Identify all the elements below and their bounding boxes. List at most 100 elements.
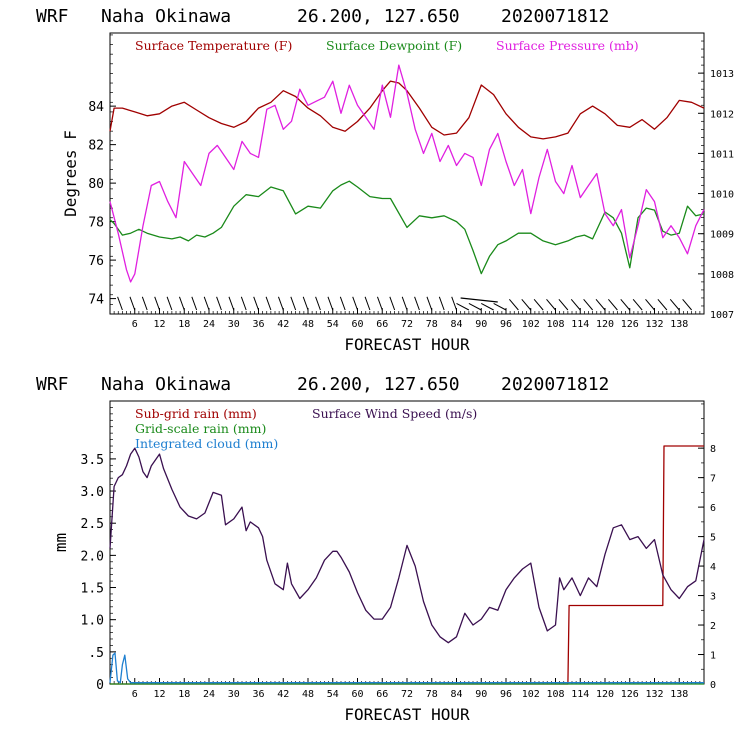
- header-location: Naha Okinawa: [101, 374, 231, 395]
- x-tick-label: 84: [450, 689, 462, 700]
- wind-barb: [508, 298, 519, 311]
- y-left-tick-label: .5: [88, 646, 104, 661]
- legend-entry: Sub-grid rain (mm): [135, 406, 257, 421]
- legend-entry: Surface Dewpoint (F): [326, 38, 462, 53]
- wind-barb: [558, 298, 569, 311]
- wind-barb: [493, 302, 507, 311]
- y-right-tick-label: 8: [710, 444, 716, 455]
- y-right-tick-label: 1008: [710, 270, 734, 281]
- wind-barb: [178, 296, 185, 311]
- wind-barb: [521, 298, 532, 311]
- wind-barb: [682, 298, 693, 311]
- x-tick-label: 120: [596, 689, 614, 700]
- wind-barb: [401, 296, 408, 311]
- y-right-tick-label: 1009: [710, 230, 734, 241]
- x-tick-label: 48: [302, 319, 314, 330]
- x-axis-label: FORECAST HOUR: [344, 335, 470, 354]
- wind-barb: [203, 296, 210, 311]
- x-tick-label: 54: [327, 689, 339, 700]
- y-right-tick-label: 6: [710, 503, 716, 514]
- x-tick-label: 18: [178, 689, 190, 700]
- x-tick-label: 18: [178, 319, 190, 330]
- header-coords: 26.200, 127.650: [297, 6, 460, 27]
- y-right-tick-label: 1013: [710, 69, 734, 80]
- wind-barb: [533, 298, 544, 311]
- x-tick-label: 108: [546, 689, 564, 700]
- y-left-tick-label: 78: [88, 216, 104, 231]
- x-tick-label: 30: [228, 319, 240, 330]
- x-tick-label: 72: [401, 689, 413, 700]
- legend-entry: Integrated cloud (mm): [135, 436, 278, 451]
- wind-barb: [657, 298, 668, 311]
- x-tick-label: 138: [670, 319, 688, 330]
- y-left-tick-label: 3.5: [81, 453, 104, 468]
- header-model: WRF: [36, 6, 69, 27]
- y-right-tick-label: 1011: [710, 149, 734, 160]
- y-left-tick-label: 1.0: [81, 614, 104, 629]
- series-line-surface-pressure-mb: [109, 64, 705, 283]
- y-left-tick-label: 76: [88, 254, 104, 269]
- x-tick-label: 54: [327, 319, 339, 330]
- y-right-tick-label: 7: [710, 474, 716, 485]
- legend-entry: Surface Wind Speed (m/s): [312, 406, 477, 421]
- plot-frame: [109, 32, 705, 315]
- header-init: 2020071812: [501, 374, 609, 395]
- chart-header: WRF Naha Okinawa 26.200, 127.650 2020071812: [36, 374, 609, 395]
- chart-header: WRF Naha Okinawa 26.200, 127.650 2020071812: [36, 6, 609, 27]
- wind-barb: [253, 296, 259, 311]
- x-tick-label: 132: [645, 319, 663, 330]
- x-tick-label: 42: [277, 319, 289, 330]
- x-tick-label: 120: [596, 319, 614, 330]
- x-tick-label: 60: [351, 319, 363, 330]
- wind-barb: [265, 296, 272, 311]
- x-tick-label: 78: [426, 319, 438, 330]
- temperature-pressure-chart: WRF Naha Okinawa 26.200, 127.650 2020071812…: [36, 6, 734, 354]
- wind-barb: [438, 296, 445, 311]
- wind-barb: [141, 296, 148, 311]
- x-tick-label: 66: [376, 319, 388, 330]
- x-tick-label: 72: [401, 319, 413, 330]
- wind-barb: [468, 302, 482, 311]
- wind-barb: [117, 296, 123, 311]
- wind-barb: [302, 296, 309, 311]
- legend-entry: Grid-scale rain (mm): [135, 421, 266, 436]
- x-tick-label: 96: [500, 319, 512, 330]
- legend-entry: Surface Pressure (mb): [496, 38, 639, 53]
- x-axis-label: FORECAST HOUR: [344, 705, 470, 724]
- wind-barb: [426, 296, 433, 311]
- series-line-integrated-cloud-mm: [109, 652, 704, 684]
- x-tick-label: 102: [522, 319, 540, 330]
- y-left-tick-label: 2.5: [81, 517, 104, 532]
- y-left-tick-label: 84: [88, 100, 104, 115]
- x-tick-label: 138: [670, 689, 688, 700]
- y-right-tick-label: 1012: [710, 109, 734, 120]
- wind-barb: [481, 302, 494, 311]
- y-right-tick-label: 1010: [710, 190, 734, 201]
- wind-barb: [352, 296, 358, 311]
- y-right-tick-label: 1: [710, 651, 716, 662]
- wind-barb: [129, 296, 136, 311]
- wind-barb: [191, 296, 198, 311]
- x-tick-label: 12: [153, 689, 165, 700]
- y-right-tick-label: 4: [710, 562, 716, 573]
- wind-barb: [290, 296, 297, 311]
- legend-entry: Surface Temperature (F): [135, 38, 292, 53]
- wind-barb: [632, 298, 643, 311]
- x-tick-label: 24: [203, 689, 215, 700]
- x-tick-label: 24: [203, 319, 215, 330]
- series-line-surface-dewpoint-f: [109, 180, 705, 275]
- wind-barb: [451, 296, 457, 311]
- x-tick-label: 114: [571, 319, 589, 330]
- wind-barb: [327, 296, 334, 311]
- x-tick-label: 6: [132, 689, 138, 700]
- wind-barb: [583, 298, 594, 311]
- y-right-tick-label: 0: [710, 680, 716, 691]
- wind-barbs: [117, 296, 693, 311]
- y-left-tick-label: 74: [88, 293, 104, 308]
- header-coords: 26.200, 127.650: [297, 374, 460, 395]
- x-tick-label: 60: [351, 689, 363, 700]
- header-init: 2020071812: [501, 6, 609, 27]
- y-right-tick-label: 2: [710, 621, 716, 632]
- wind-barb: [595, 298, 606, 311]
